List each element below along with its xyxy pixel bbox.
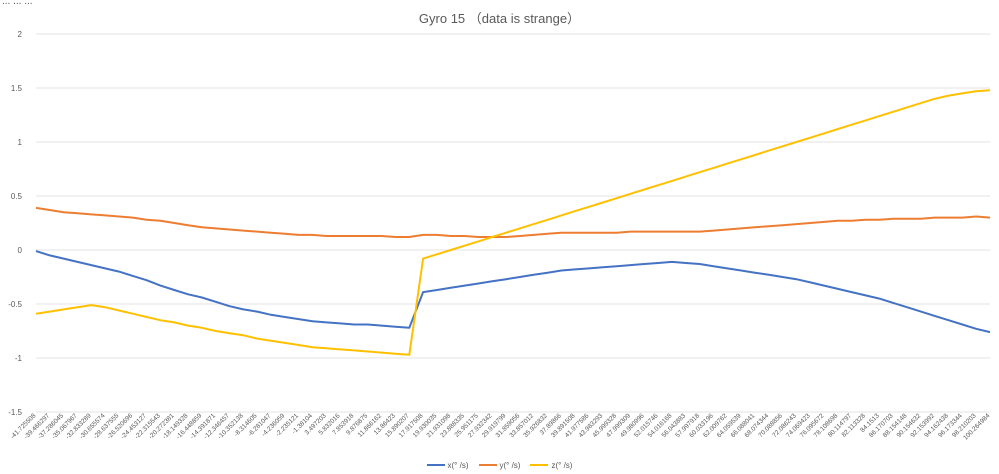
y-tick-label: -1: [15, 354, 23, 363]
x-axis-labels: -41.725508-39.466297-37.286045-35.067967…: [9, 412, 991, 442]
legend-swatch: [478, 464, 497, 466]
legend-item: z(° /s): [530, 461, 572, 470]
legend-item: x(° /s): [426, 460, 469, 470]
y-tick-label: -0.5: [8, 300, 22, 309]
series-line: [35, 89, 991, 356]
y-tick-label: 0.5: [11, 192, 23, 201]
y-axis-labels: 2 1.5 1 0.5 0 -0.5 -1 -1.5: [8, 30, 22, 417]
y-tick-label: 2: [18, 30, 23, 39]
legend: x(° /s) y(° /s) z(° /s): [0, 459, 999, 470]
y-tick-label: -1.5: [8, 408, 22, 417]
legend-item: y(° /s): [478, 460, 521, 470]
series-line: [35, 250, 991, 334]
legend-label: z(° /s): [551, 460, 573, 470]
legend-swatch: [530, 464, 549, 466]
series-line: [35, 206, 991, 238]
legend-label: x(° /s): [447, 460, 469, 470]
series-lines: [35, 89, 991, 356]
y-tick-label: 0: [18, 246, 23, 255]
y-tick-label: 1: [18, 138, 23, 147]
legend-label: y(° /s): [499, 460, 521, 470]
truncated-header-text: ... ... ...: [2, 0, 33, 7]
y-tick-label: 1.5: [11, 84, 23, 93]
chart-title: Gyro 15 （data is strange）: [418, 11, 581, 26]
gridlines: [36, 33, 990, 413]
legend-swatch: [426, 464, 445, 466]
